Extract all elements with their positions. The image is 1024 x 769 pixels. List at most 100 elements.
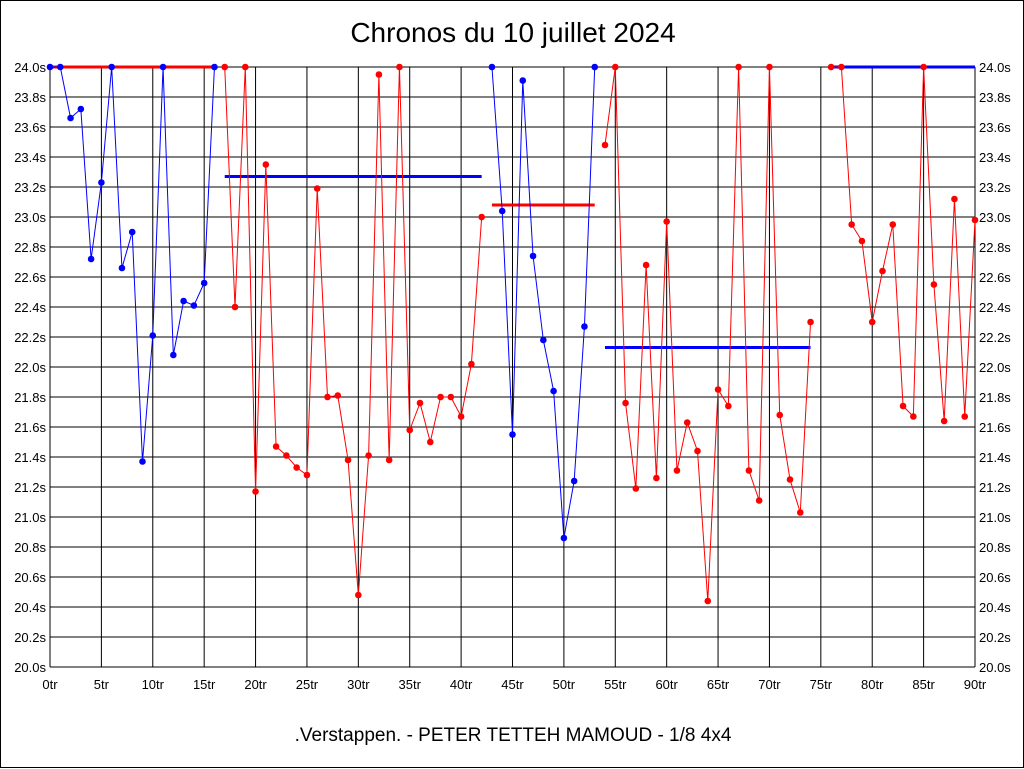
data-point (622, 399, 629, 407)
data-point (293, 464, 300, 471)
data-point (509, 431, 516, 438)
data-point (355, 591, 362, 599)
data-point (920, 63, 927, 71)
data-point (591, 63, 599, 71)
data-point (252, 488, 259, 495)
y-tick-label-left: 22.0s (14, 360, 46, 375)
data-point (344, 456, 352, 464)
series-line (50, 66, 215, 462)
y-tick-label-right: 23.0s (979, 210, 1011, 225)
y-tick-label-left: 22.2s (14, 330, 46, 345)
data-point (807, 318, 814, 326)
data-point (827, 63, 835, 71)
y-tick-label-right: 22.0s (979, 360, 1011, 375)
data-point (653, 474, 660, 482)
data-point (601, 141, 609, 149)
data-point (735, 63, 742, 71)
data-point (56, 63, 64, 71)
data-point (77, 105, 85, 113)
data-point (673, 467, 681, 474)
y-tick-label-left: 20.8s (14, 540, 46, 555)
data-point (303, 471, 311, 479)
data-point (272, 443, 280, 450)
data-point (231, 303, 239, 311)
data-point (550, 387, 557, 395)
data-point (581, 323, 588, 330)
y-tick-label-right: 24.0s (979, 60, 1011, 75)
data-point (529, 252, 537, 260)
y-tick-label-left: 20.0s (14, 660, 46, 675)
data-point (971, 216, 979, 224)
data-point (437, 393, 444, 401)
y-tick-label-left: 20.2s (14, 630, 46, 645)
y-tick-label-left: 23.2s (14, 180, 46, 195)
data-point (283, 452, 290, 459)
data-point (519, 77, 527, 84)
data-point (858, 237, 866, 245)
y-tick-label-right: 20.6s (979, 570, 1011, 585)
data-point (776, 411, 784, 419)
x-tick-label: 80tr (861, 677, 884, 692)
x-tick-label: 55tr (604, 677, 627, 692)
data-point (766, 63, 773, 71)
data-point (683, 419, 691, 426)
data-point (930, 281, 938, 288)
data-point (899, 402, 907, 410)
chart-title: Chronos du 10 juillet 2024 (350, 17, 676, 48)
x-tick-label: 60tr (655, 677, 678, 692)
data-point (324, 393, 331, 401)
data-point (87, 255, 95, 263)
data-point (385, 456, 393, 464)
data-point (108, 63, 115, 71)
data-point (498, 207, 506, 215)
x-tick-label: 25tr (296, 677, 319, 692)
data-point (663, 218, 670, 225)
series-line (604, 66, 812, 602)
data-point (416, 399, 424, 407)
y-tick-label-right: 20.4s (979, 600, 1011, 615)
data-point (128, 228, 136, 236)
data-point (940, 417, 948, 425)
y-tick-label-left: 23.4s (14, 150, 46, 165)
data-point (241, 63, 249, 71)
data-point (848, 221, 855, 228)
data-point (725, 402, 732, 410)
data-point (98, 179, 105, 186)
data-point (159, 63, 167, 71)
y-tick-label-right: 23.2s (979, 180, 1011, 195)
data-point (406, 426, 414, 434)
data-point (540, 336, 547, 344)
data-point (704, 597, 712, 605)
data-point (365, 452, 372, 459)
data-point (468, 360, 475, 368)
y-tick-label-left: 22.4s (14, 300, 46, 315)
data-point (46, 63, 54, 71)
y-tick-label-right: 20.2s (979, 630, 1011, 645)
y-tick-label-right: 20.8s (979, 540, 1011, 555)
data-point (786, 476, 794, 483)
y-tick-label-right: 21.4s (979, 450, 1011, 465)
data-point (149, 332, 157, 339)
data-point (796, 509, 804, 516)
data-point (879, 267, 886, 275)
data-point (838, 63, 845, 71)
data-point (868, 318, 876, 326)
y-tick-label-left: 20.4s (14, 600, 46, 615)
y-tick-label-left: 21.8s (14, 390, 46, 405)
chart-footer: .Verstappen. - PETER TETTEH MAMOUD - 1/8… (294, 725, 732, 746)
data-point (118, 264, 126, 272)
data-point (642, 261, 650, 269)
data-point (714, 386, 722, 393)
y-tick-label-right: 22.8s (979, 240, 1011, 255)
data-point (221, 63, 229, 71)
series-line (831, 66, 976, 422)
y-tick-label-left: 23.6s (14, 120, 46, 135)
y-tick-label-left: 23.8s (14, 90, 46, 105)
data-point (457, 413, 465, 420)
y-tick-label-left: 22.8s (14, 240, 46, 255)
data-point (611, 63, 619, 71)
data-point (313, 185, 321, 192)
x-tick-label: 45tr (501, 677, 524, 692)
